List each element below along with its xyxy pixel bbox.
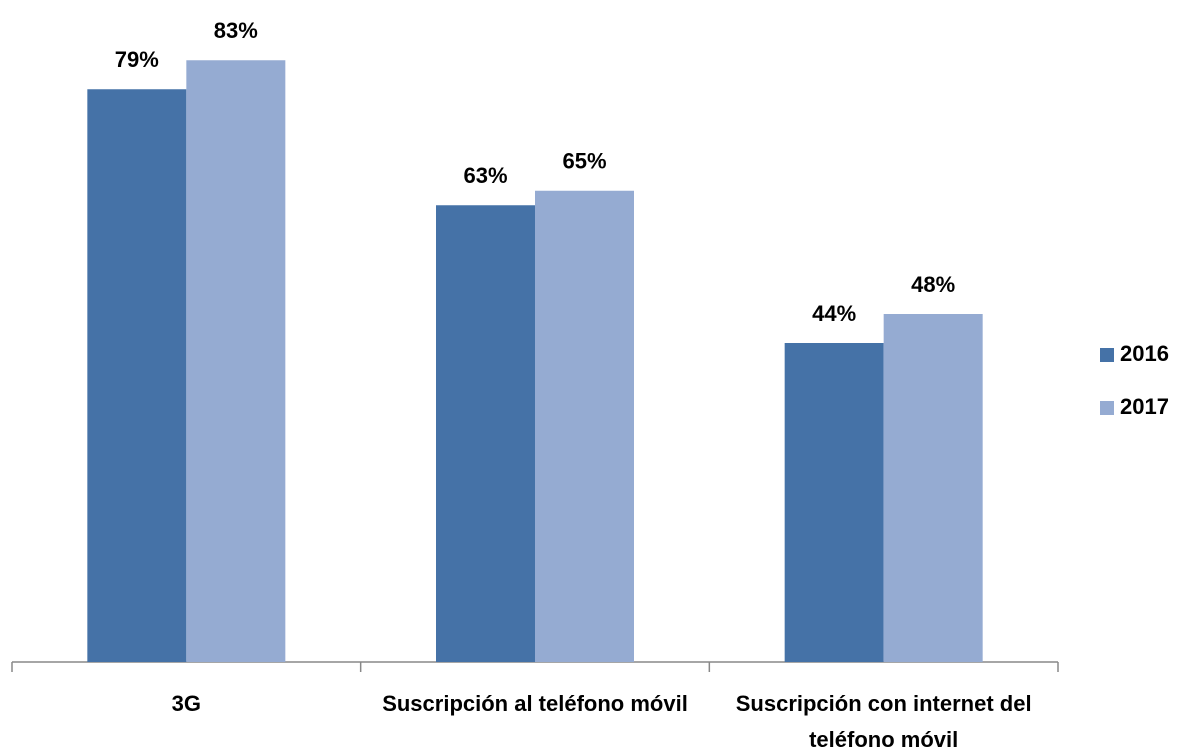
bar — [87, 89, 187, 662]
bar — [436, 205, 535, 662]
bar — [535, 190, 634, 662]
legend-label: 2016 — [1120, 341, 1169, 366]
legend-swatch — [1100, 401, 1114, 415]
x-tick-label: Suscripción con internet del teléfono mó… — [735, 691, 1032, 752]
legend-swatch — [1100, 348, 1114, 362]
data-label: 65% — [562, 149, 606, 174]
data-label: 63% — [463, 163, 507, 188]
x-tick-label: 3G — [171, 691, 201, 716]
data-label: 83% — [214, 18, 258, 43]
x-tick-label: Suscripción al teléfono móvil — [382, 691, 688, 716]
bar — [186, 60, 286, 662]
bar — [883, 314, 983, 662]
data-label: 48% — [911, 272, 955, 297]
legend-label: 2017 — [1120, 394, 1169, 419]
bar — [784, 343, 884, 662]
data-label: 79% — [115, 47, 159, 72]
data-label: 44% — [812, 301, 856, 326]
